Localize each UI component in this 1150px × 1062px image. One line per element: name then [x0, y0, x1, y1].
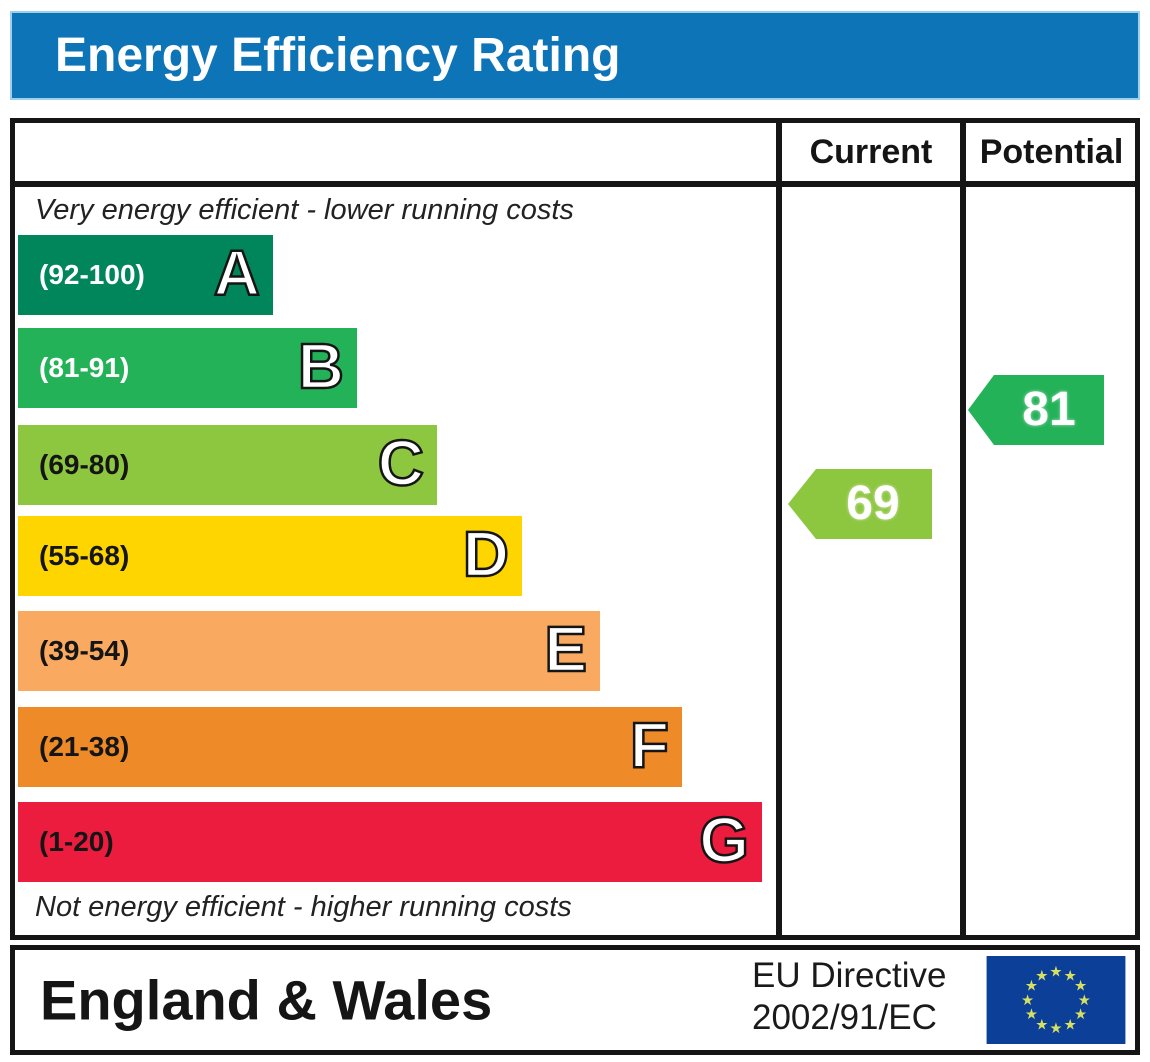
band-b-bar: (81-91) B	[18, 328, 357, 408]
band-g-bar: (1-20) G	[18, 802, 762, 882]
region-label: England & Wales	[40, 968, 493, 1032]
band-g-letter: G	[698, 804, 750, 877]
band-f-range: (21-38)	[39, 731, 130, 762]
svg-text:★: ★	[1035, 967, 1048, 984]
band-d-range: (55-68)	[39, 540, 130, 571]
potential-rating-arrow: 81	[966, 372, 1106, 448]
band-c-bar: (69-80) C	[18, 425, 437, 505]
band-b-range: (81-91)	[39, 352, 130, 383]
svg-text:★: ★	[1074, 978, 1087, 995]
svg-text:★: ★	[1035, 1016, 1048, 1033]
current-rating-arrow: 69	[786, 466, 934, 542]
svg-text:★: ★	[1025, 1006, 1038, 1023]
left-arrow-shape-icon	[788, 469, 932, 539]
band-b-letter: B	[297, 330, 346, 403]
eu-directive-line2: 2002/91/EC	[752, 998, 937, 1037]
svg-text:★: ★	[1074, 1006, 1087, 1023]
svg-text:★: ★	[1078, 992, 1091, 1009]
band-a-bar: (92-100) A	[18, 235, 273, 315]
svg-text:★: ★	[1049, 964, 1062, 981]
potential-column-header: Potential	[979, 133, 1124, 171]
band-e-range: (39-54)	[39, 635, 130, 666]
potential-column-divider	[960, 123, 966, 935]
band-f-bar: (21-38) F	[18, 707, 682, 787]
band-c-letter: C	[377, 427, 426, 500]
svg-text:★: ★	[1025, 978, 1038, 995]
current-column-divider	[776, 123, 782, 935]
title-bar: Energy Efficiency Rating	[10, 11, 1140, 100]
eu-directive-line1: EU Directive	[752, 956, 947, 995]
page-title: Energy Efficiency Rating	[55, 29, 621, 82]
svg-text:★: ★	[1064, 967, 1077, 984]
band-e-bar: (39-54) E	[18, 611, 600, 691]
band-a-letter: A	[213, 237, 262, 310]
band-e-letter: E	[543, 613, 588, 686]
eu-directive-label: EU Directive 2002/91/EC	[752, 955, 946, 1039]
header-divider	[15, 181, 1135, 187]
left-arrow-shape-icon	[968, 375, 1104, 445]
current-column-header: Current	[809, 133, 933, 171]
svg-text:★: ★	[1021, 992, 1034, 1009]
svg-text:★: ★	[1064, 1016, 1077, 1033]
current-rating-value: 69	[846, 477, 900, 530]
band-a-range: (92-100)	[39, 259, 145, 290]
band-g-range: (1-20)	[39, 826, 114, 857]
band-d-bar: (55-68) D	[18, 516, 522, 596]
band-d-letter: D	[462, 518, 511, 591]
eu-flag-icon: ★ ★ ★ ★ ★ ★ ★ ★ ★ ★ ★ ★	[986, 956, 1126, 1044]
svg-text:★: ★	[1049, 1020, 1062, 1037]
rating-chart: Current Potential Very energy efficient …	[10, 118, 1140, 940]
top-note: Very energy efficient - lower running co…	[35, 194, 574, 226]
band-f-letter: F	[629, 709, 671, 782]
bottom-note: Not energy efficient - higher running co…	[35, 891, 572, 923]
footer-bar: England & Wales EU Directive 2002/91/EC …	[10, 945, 1140, 1055]
potential-rating-value: 81	[1022, 383, 1076, 436]
band-c-range: (69-80)	[39, 449, 130, 480]
